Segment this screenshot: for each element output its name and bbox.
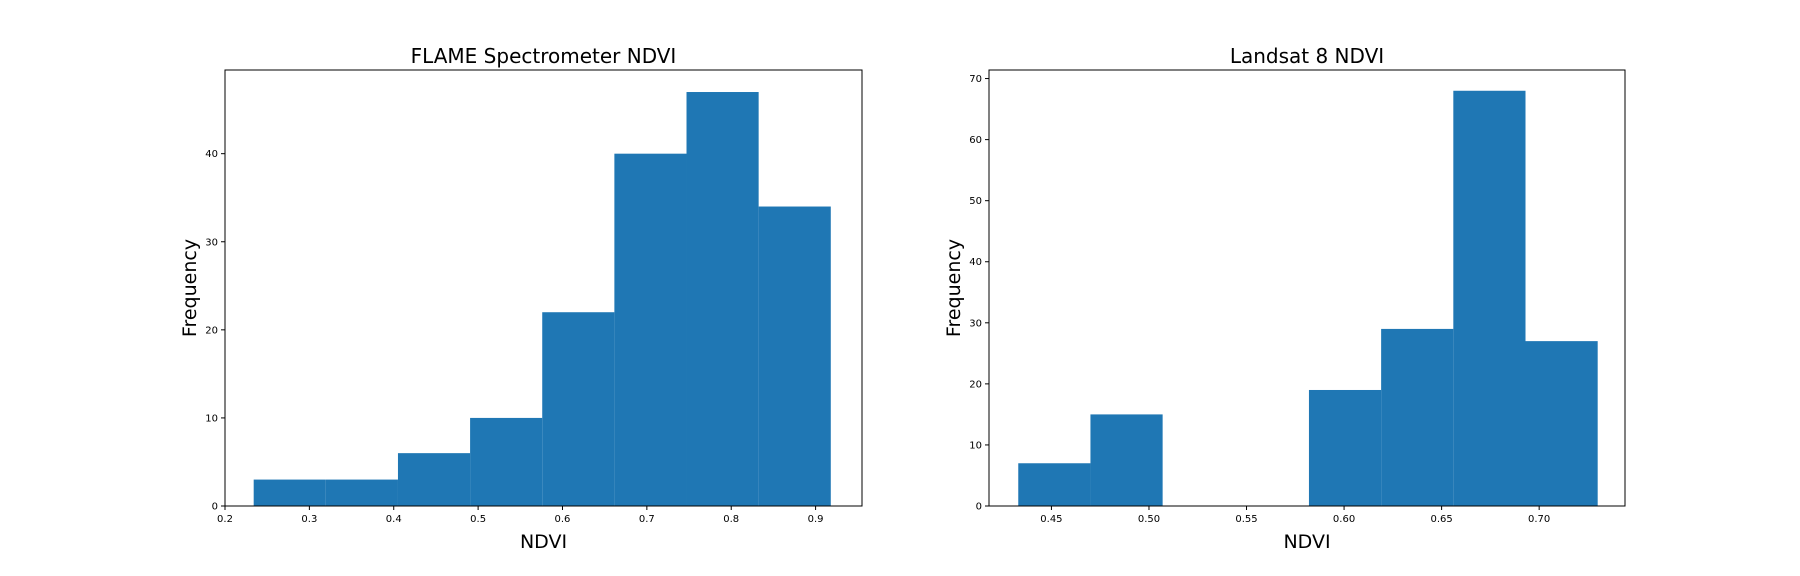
y-tick-label: 0	[212, 502, 218, 513]
histogram-flame-ndvi: 0.2 0.3 0.4 0.5 0.6 0.7 0.8 0.9 0 10 20 30 40 FLAME S…	[179, 44, 863, 553]
x-tick-label: 0.50	[1138, 514, 1160, 525]
x-tick-label: 0.55	[1235, 514, 1257, 525]
histogram-landsat-ndvi: 0.45 0.50 0.55 0.60 0.65 0.70 0 10 20 30 40 50 60 70 L…	[943, 44, 1626, 553]
histogram-bar	[1525, 341, 1598, 506]
histogram-bar	[1018, 463, 1091, 506]
histogram-bar	[1453, 90, 1526, 506]
axes-frame	[224, 69, 863, 507]
y-tick-label: 0	[976, 502, 982, 513]
y-tick-label: 50	[969, 196, 982, 207]
x-tick-label: 0.6	[555, 514, 571, 525]
x-tick-label: 0.5	[470, 514, 486, 525]
histogram-bar	[758, 206, 831, 506]
y-tick-label: 40	[969, 257, 982, 268]
x-axis-label: NDVI	[520, 531, 567, 553]
y-axis-label: Frequency	[943, 239, 965, 337]
chart-title: FLAME Spectrometer NDVI	[411, 44, 677, 68]
histogram-bar	[1381, 328, 1454, 506]
y-tick-label: 60	[969, 135, 982, 146]
x-tick-label: 0.65	[1430, 514, 1452, 525]
y-tick-label: 70	[969, 74, 982, 85]
x-tick-label: 0.3	[301, 514, 317, 525]
histogram-bar	[325, 479, 398, 506]
chart-title: Landsat 8 NDVI	[1230, 44, 1384, 68]
y-axis-label: Frequency	[179, 239, 201, 337]
axes-frame	[988, 69, 1626, 507]
x-axis-label: NDVI	[1283, 531, 1330, 553]
x-tick-label: 0.45	[1040, 514, 1062, 525]
y-tick-label: 40	[205, 149, 218, 160]
x-tick-label: 0.7	[639, 514, 655, 525]
x-tick-label: 0.8	[723, 514, 739, 525]
histogram-bar	[614, 153, 687, 507]
x-tick-label: 0.9	[808, 514, 824, 525]
y-tick-label: 20	[969, 379, 982, 390]
y-tick-label: 20	[205, 325, 218, 336]
y-tick-label: 30	[969, 318, 982, 329]
x-tick-label: 0.2	[217, 514, 233, 525]
x-tick-label: 0.4	[386, 514, 402, 525]
histogram-bar	[542, 312, 615, 506]
histogram-bar	[686, 92, 759, 506]
x-tick-label: 0.60	[1333, 514, 1355, 525]
histogram-bar	[253, 479, 326, 506]
histogram-bar	[397, 453, 471, 506]
histogram-bar	[1090, 414, 1163, 506]
histogram-bar	[1308, 389, 1382, 506]
y-tick-label: 10	[205, 413, 218, 424]
y-tick-label: 10	[969, 440, 982, 451]
x-tick-label: 0.70	[1528, 514, 1550, 525]
y-tick-label: 30	[205, 237, 218, 248]
histogram-bar	[470, 417, 543, 506]
